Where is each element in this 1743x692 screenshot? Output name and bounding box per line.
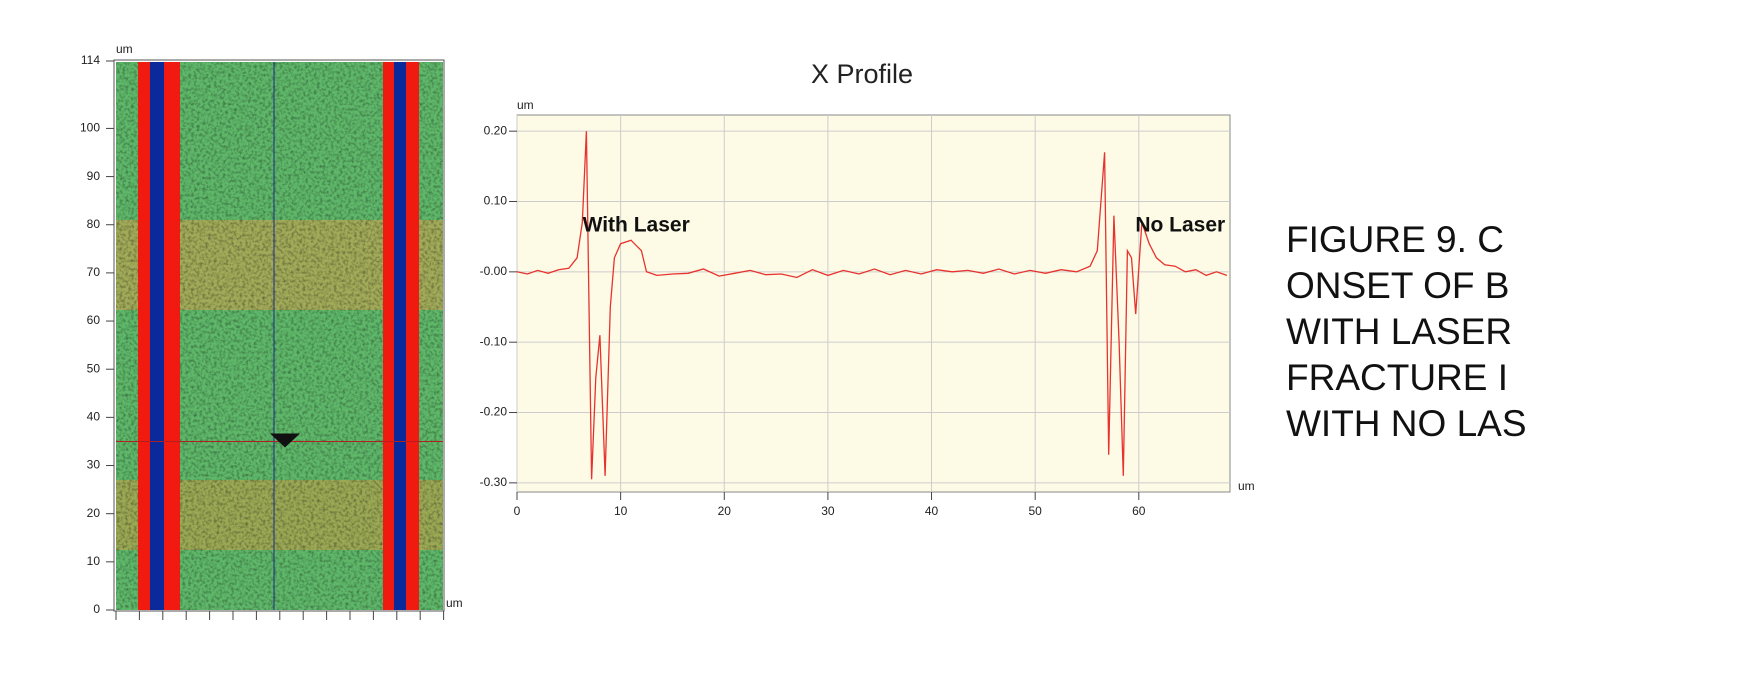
caption-line: FRACTURE I bbox=[1286, 357, 1508, 398]
x-tick-label: 40 bbox=[925, 504, 939, 518]
plot-area bbox=[516, 114, 1231, 493]
y-tick-label: 40 bbox=[87, 410, 101, 424]
y-tick-label: -0.20 bbox=[480, 405, 508, 419]
y-tick-label: 80 bbox=[87, 217, 101, 231]
x-tick-label: 30 bbox=[821, 504, 835, 518]
y-tick-label: 100 bbox=[80, 121, 100, 135]
cursor-marker bbox=[270, 433, 300, 448]
caption: FIGURE 9. C ONSET OF B WITH LASER FRACTURE … bbox=[1286, 219, 1527, 444]
caption-line: FIGURE 9. C bbox=[1286, 219, 1504, 260]
x-unit: um bbox=[446, 596, 463, 610]
y-tick-label: 70 bbox=[87, 265, 101, 279]
profile-chart: X Profile um um 0 10 20 30 40 50 60 0.20 0.10 -0.… bbox=[480, 59, 1255, 518]
y-tick-label: 90 bbox=[87, 169, 101, 183]
annotation: With Laser bbox=[583, 214, 690, 237]
y-tick-label: -0.30 bbox=[480, 475, 508, 489]
x-tick-label: 20 bbox=[718, 504, 732, 518]
caption-line: WITH NO LAS bbox=[1286, 403, 1527, 444]
caption-line: ONSET OF B bbox=[1286, 265, 1509, 306]
x-tick-label: 50 bbox=[1028, 504, 1042, 518]
x-tick-label: 0 bbox=[514, 504, 521, 518]
y-tick-label: 60 bbox=[87, 313, 101, 327]
y-tick-label: -0.10 bbox=[480, 334, 508, 348]
y-tick-label: 0.10 bbox=[484, 194, 508, 208]
y-tick-label: 114 bbox=[81, 53, 100, 67]
y-tick-label: 0 bbox=[93, 602, 100, 616]
y-unit: um bbox=[116, 42, 133, 56]
y-tick-label: 50 bbox=[87, 361, 101, 375]
map-trench bbox=[394, 62, 406, 610]
y-tick-label: 10 bbox=[87, 554, 101, 568]
y-tick-label: 0.20 bbox=[484, 123, 508, 137]
map-trench bbox=[150, 62, 164, 610]
annotation: No Laser bbox=[1135, 214, 1225, 237]
x-unit: um bbox=[1238, 479, 1255, 493]
caption-line: WITH LASER bbox=[1286, 311, 1512, 352]
y-tick-label: -0.00 bbox=[480, 264, 508, 278]
y-tick-label: 20 bbox=[87, 506, 101, 520]
y-tick-label: 30 bbox=[87, 458, 101, 472]
x-tick-label: 10 bbox=[614, 504, 628, 518]
map-frame bbox=[113, 59, 445, 612]
profile-line bbox=[516, 131, 1228, 480]
y-unit: um bbox=[517, 98, 534, 112]
chart-title: X Profile bbox=[811, 59, 913, 89]
x-tick-label: 60 bbox=[1132, 504, 1146, 518]
height-map: um um 0 10 20 30 40 50 60 70 80 90 100 114 bbox=[80, 42, 463, 620]
